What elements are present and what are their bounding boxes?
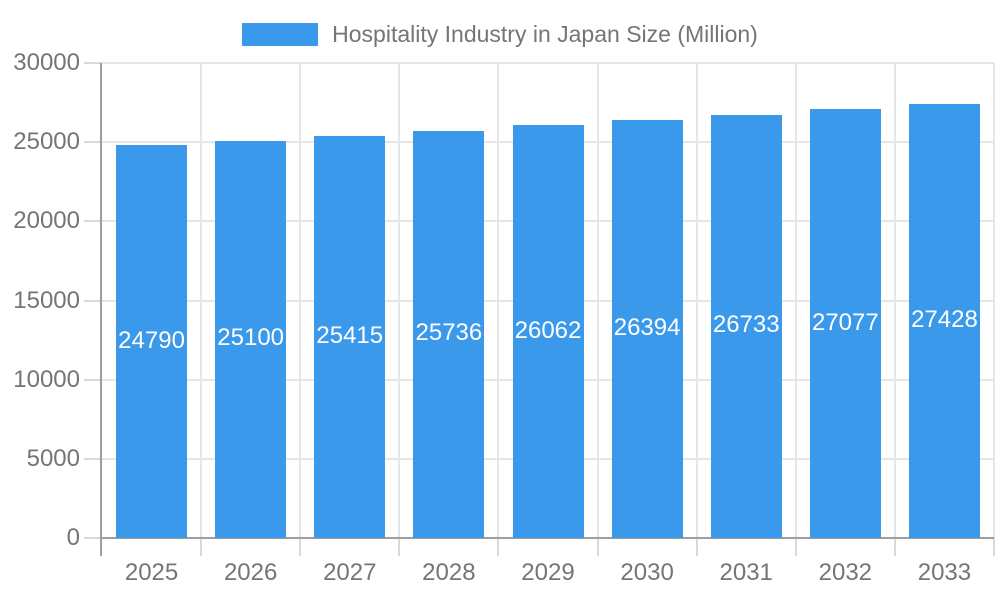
y-axis-label: 30000 (13, 49, 80, 76)
bar-value-label: 24790 (118, 326, 185, 354)
bar[interactable] (413, 130, 485, 538)
y-tick (84, 537, 102, 539)
x-gridline (497, 63, 500, 538)
x-tick (497, 538, 500, 556)
x-gridline (299, 63, 302, 538)
x-axis-label: 2028 (422, 559, 476, 586)
x-axis-label: 2032 (818, 559, 873, 586)
y-axis-label: 25000 (13, 128, 80, 156)
bar[interactable] (710, 114, 782, 538)
x-tick (993, 538, 995, 556)
x-gridline (596, 63, 599, 538)
bar[interactable] (809, 109, 881, 538)
bar[interactable] (116, 145, 188, 538)
x-tick (794, 538, 797, 556)
y-tick (84, 299, 102, 302)
bar-value-label: 26733 (712, 311, 780, 339)
x-tick (695, 538, 698, 556)
y-tick (84, 457, 102, 460)
x-axis-line (100, 537, 994, 539)
x-gridline (794, 63, 797, 538)
bar[interactable] (908, 103, 980, 538)
x-axis-label: 2030 (620, 559, 674, 586)
x-gridline (993, 63, 995, 538)
x-axis-label: 2033 (917, 559, 972, 586)
bar-value-label: 26062 (514, 316, 582, 344)
y-tick (84, 62, 102, 64)
bar-value-label: 26394 (613, 314, 681, 342)
x-tick (398, 538, 401, 556)
x-axis-label: 2031 (719, 559, 773, 586)
y-axis-label: 15000 (13, 286, 80, 314)
y-tick (84, 220, 102, 223)
y-axis-line (100, 63, 102, 556)
y-axis-label: 5000 (26, 444, 80, 472)
legend[interactable]: Hospitality Industry in Japan Size (Mill… (0, 21, 1000, 47)
y-axis-label: 20000 (13, 207, 80, 235)
y-axis-label: 10000 (13, 365, 80, 393)
bar-value-label: 27428 (911, 305, 978, 333)
bar-value-label: 25415 (316, 321, 384, 349)
bar[interactable] (611, 120, 683, 538)
bar[interactable] (314, 135, 386, 538)
x-gridline (398, 63, 401, 538)
y-axis-label: 0 (66, 524, 80, 551)
x-gridline (893, 63, 896, 538)
x-axis-label: 2029 (521, 559, 575, 586)
bar-value-label: 25100 (217, 324, 285, 352)
legend-label: Hospitality Industry in Japan Size (Mill… (332, 21, 758, 47)
x-tick (299, 538, 302, 556)
x-gridline (200, 63, 203, 538)
y-tick (84, 378, 102, 381)
x-gridline (695, 63, 698, 538)
bar[interactable] (512, 125, 584, 538)
y-tick (84, 141, 102, 144)
x-tick (893, 538, 896, 556)
x-axis-label: 2025 (124, 559, 179, 586)
bar-value-label: 27077 (811, 308, 879, 336)
x-axis-label: 2026 (223, 559, 278, 586)
y-gridline (102, 62, 994, 64)
bar-value-label: 25736 (415, 319, 483, 347)
legend-color-swatch (242, 22, 319, 46)
bar[interactable] (215, 140, 287, 538)
x-tick (596, 538, 599, 556)
x-axis-label: 2027 (323, 559, 377, 586)
x-tick (200, 538, 203, 556)
